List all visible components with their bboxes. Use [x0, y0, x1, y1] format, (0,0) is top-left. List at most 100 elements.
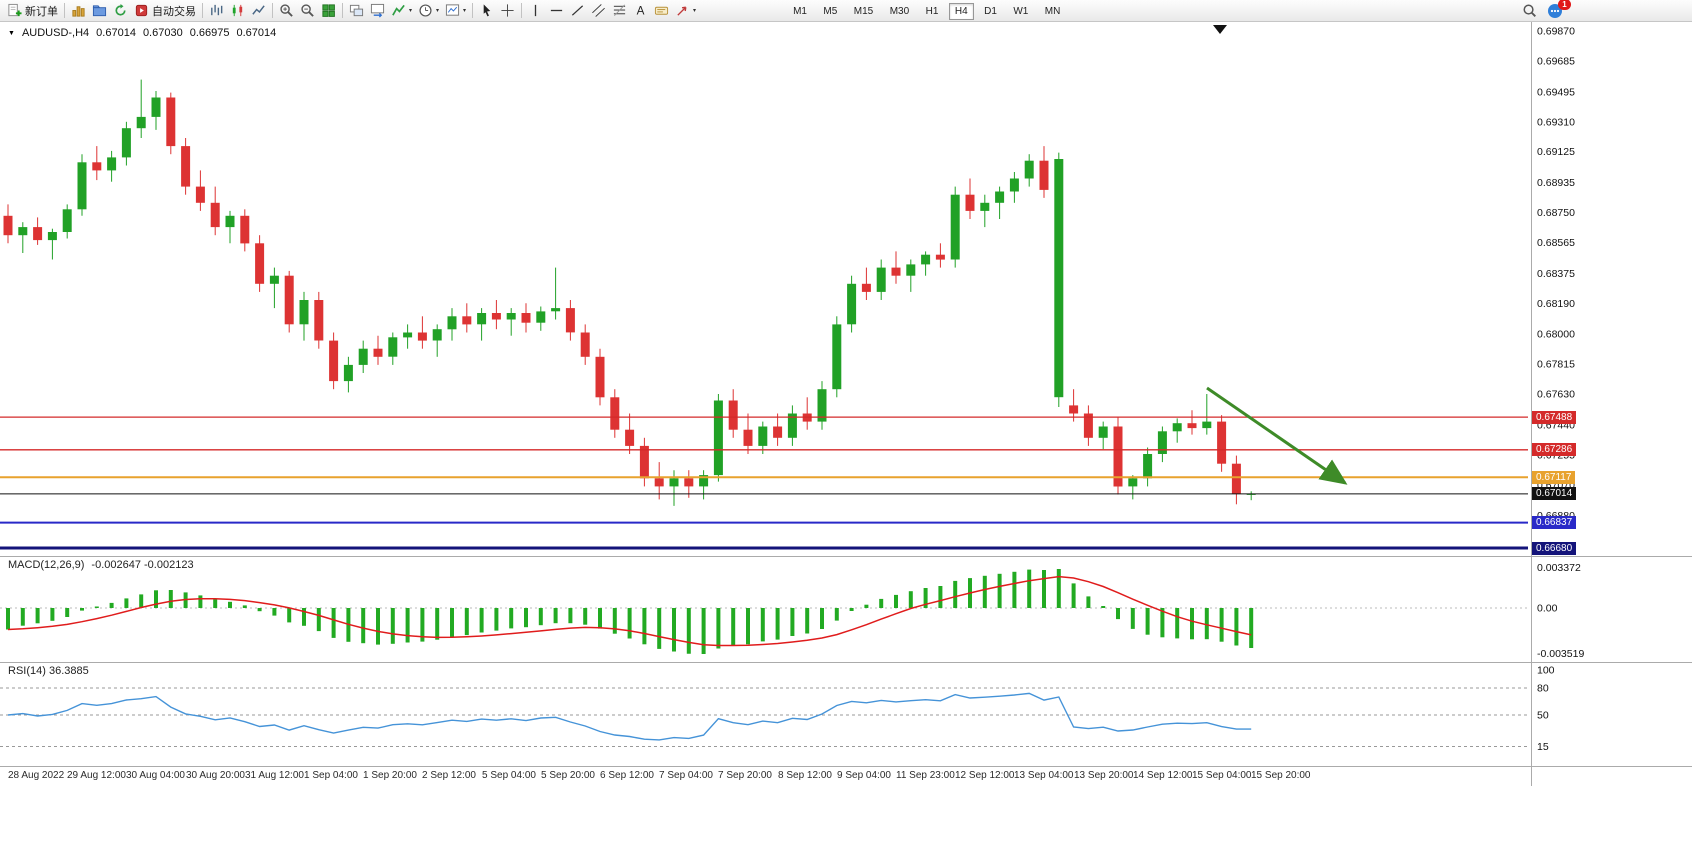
price-axis-tick: 0.68935: [1537, 177, 1575, 189]
timeframe-button-h4[interactable]: H4: [948, 3, 974, 20]
tile-windows-button[interactable]: [318, 1, 339, 21]
price-axis-tick: 0.69870: [1537, 26, 1575, 38]
main-toolbar: 新订单 自动交易 ▾ ▾ ▾ A ▾ M1 M5 M15 M30 H1 H4 D…: [0, 0, 1692, 22]
timeframe-button-m15[interactable]: M15: [848, 3, 879, 20]
time-axis-label: 8 Sep 12:00: [778, 770, 832, 781]
time-axis-label: 29 Aug 12:00: [67, 770, 126, 781]
time-axis-label: 5 Sep 20:00: [541, 770, 595, 781]
separator: [342, 3, 343, 18]
price-axis-tick: 0.69125: [1537, 146, 1575, 158]
macd-panel[interactable]: 0.003372 0.00 -0.003519: [0, 556, 1692, 663]
search-button[interactable]: [1519, 1, 1540, 21]
rsi-axis-tick: 100: [1537, 665, 1555, 677]
time-axis-label: 14 Sep 12:00: [1133, 770, 1193, 781]
trendline-button[interactable]: [567, 1, 588, 21]
timeframe-button-mn[interactable]: MN: [1039, 3, 1067, 20]
trend-arrow[interactable]: [1206, 386, 1348, 485]
tile-grid-icon: [321, 3, 336, 18]
price-axis-tick: 0.68190: [1537, 298, 1575, 310]
new-chart-button[interactable]: [68, 1, 89, 21]
horizontal-line-button[interactable]: [546, 1, 567, 21]
cascade-windows-button[interactable]: [346, 1, 367, 21]
price-axis-tick: 0.67630: [1537, 389, 1575, 401]
price-axis-tick: 0.68000: [1537, 329, 1575, 341]
label-icon: [654, 3, 669, 18]
rsi-panel[interactable]: 100 80 50 15: [0, 662, 1692, 767]
rsi-line: [7, 692, 1252, 741]
time-axis-label: 5 Sep 04:00: [482, 770, 536, 781]
timeframe-button-m5[interactable]: M5: [817, 3, 843, 20]
rsi-axis-tick: 80: [1537, 683, 1549, 695]
search-icon: [1522, 3, 1537, 18]
bar-close-value: 0.67014: [236, 27, 277, 39]
rsi-axis-tick: 15: [1537, 741, 1549, 753]
time-axis-label: 15 Sep 20:00: [1251, 770, 1311, 781]
trendline-icon: [570, 3, 585, 18]
zoom-out-button[interactable]: [297, 1, 318, 21]
price-axis-tick: 0.67815: [1537, 359, 1575, 371]
text-label-button[interactable]: [651, 1, 672, 21]
macd-values: -0.002647 -0.002123: [91, 559, 194, 571]
timeframe-button-d1[interactable]: D1: [978, 3, 1003, 20]
arrange-windows-button[interactable]: [367, 1, 388, 21]
horizontal-line-icon: [549, 3, 564, 18]
timeframe-button-w1[interactable]: W1: [1007, 3, 1034, 20]
channel-button[interactable]: [588, 1, 609, 21]
candlestick-icon: [230, 3, 245, 18]
time-axis[interactable]: 28 Aug 2022 29 Aug 12:00 30 Aug 04:00 30 Au…: [0, 766, 1692, 787]
time-axis-label: 11 Sep 23:00: [896, 770, 955, 781]
text-tool-button[interactable]: A: [630, 1, 651, 21]
crosshair-icon: [500, 3, 515, 18]
macd-name: MACD(12,26,9): [8, 559, 85, 571]
chart-candles-button[interactable]: [227, 1, 248, 21]
cursor-button[interactable]: [476, 1, 497, 21]
timeframe-button-m30[interactable]: M30: [884, 3, 915, 20]
bar-open-value: 0.67014: [96, 27, 136, 39]
time-axis-label: 31 Aug 12:00: [245, 770, 304, 781]
templates-button[interactable]: ▾: [442, 1, 469, 21]
zoom-in-button[interactable]: [276, 1, 297, 21]
one-click-collapse-icon[interactable]: ▼: [8, 29, 15, 37]
time-axis-label: 9 Sep 04:00: [837, 770, 891, 781]
toolbar-right-group: 1: [1519, 0, 1692, 21]
chart-line-button[interactable]: [248, 1, 269, 21]
autotrading-button[interactable]: 自动交易: [131, 1, 199, 21]
arrows-tool-button[interactable]: ▾: [672, 1, 699, 21]
price-badge: 0.67014: [1532, 487, 1577, 500]
crosshair-button[interactable]: [497, 1, 518, 21]
profiles-button[interactable]: [89, 1, 110, 21]
notifications-button[interactable]: 1: [1544, 0, 1571, 21]
symbol-info: ▼ AUDUSD-,H4 0.67014 0.67030 0.66975 0.6…: [8, 27, 276, 39]
new-order-label: 新订单: [25, 5, 58, 18]
time-axis-label: 30 Aug 20:00: [186, 770, 245, 781]
price-badge: 0.67488: [1532, 411, 1577, 424]
price-axis-tick: 0.68750: [1537, 207, 1575, 219]
time-axis-label: 2 Sep 12:00: [422, 770, 476, 781]
chart-bars-button[interactable]: [206, 1, 227, 21]
new-order-button[interactable]: 新订单: [4, 1, 61, 21]
periods-button[interactable]: ▾: [415, 1, 442, 21]
fibonacci-button[interactable]: [609, 1, 630, 21]
arrange-icon: [370, 3, 385, 18]
time-axis-label: 12 Sep 12:00: [955, 770, 1015, 781]
price-axis-tick: 0.69495: [1537, 86, 1575, 98]
timeframe-button-h1[interactable]: H1: [920, 3, 945, 20]
refresh-button[interactable]: [110, 1, 131, 21]
separator: [64, 3, 65, 18]
price-badge: 0.67117: [1532, 471, 1576, 484]
timeframe-button-m1[interactable]: M1: [787, 3, 813, 20]
indicators-icon: [391, 3, 406, 18]
arrow-tool-icon: [675, 3, 690, 18]
price-chart[interactable]: 0.69870 0.69685 0.69495 0.69310 0.69125 0.689…: [0, 22, 1692, 556]
channel-icon: [591, 3, 606, 18]
rsi-name-value: RSI(14) 36.3885: [8, 665, 89, 677]
ohlc-bars-icon: [209, 3, 224, 18]
time-axis-label: 28 Aug 2022: [8, 770, 65, 781]
vertical-line-button[interactable]: [525, 1, 546, 21]
refresh-icon: [113, 3, 128, 18]
price-badge: 0.67286: [1532, 443, 1577, 456]
indicators-button[interactable]: ▾: [388, 1, 415, 21]
clock-icon: [418, 3, 433, 18]
chevron-down-icon: ▾: [436, 7, 440, 14]
macd-signal-line: [7, 575, 1252, 647]
